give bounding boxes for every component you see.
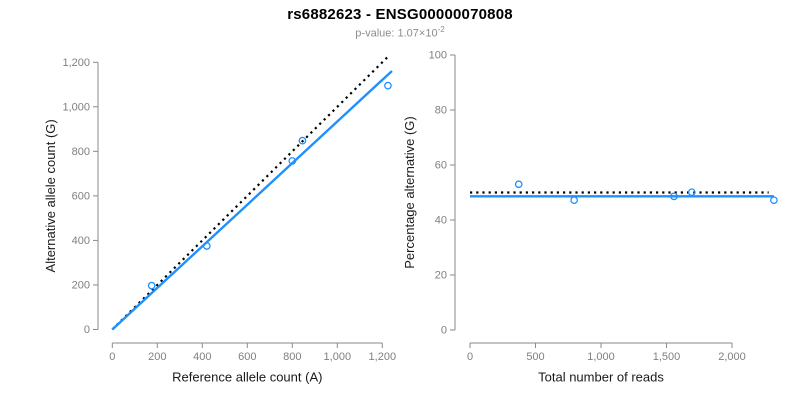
x-axis-title: Reference allele count (A) xyxy=(172,370,322,385)
x-tick-label: 2,000 xyxy=(718,351,746,363)
y-tick-label: 800 xyxy=(72,146,90,158)
y-tick-label: 100 xyxy=(429,50,447,62)
x-tick-label: 600 xyxy=(238,351,256,363)
y-tick-label: 1,000 xyxy=(62,101,90,113)
figure-title: rs6882623 - ENSG00000070808 xyxy=(287,6,513,23)
data-point xyxy=(147,281,156,290)
y-tick-label: 200 xyxy=(72,279,90,291)
percentage-panel: 0 20 40 60 80 100 Percentage alternative (G) 0 5… xyxy=(402,50,778,385)
y-tick-label: 0 xyxy=(441,325,447,337)
x-axis: 0 500 1,000 1,500 2,000 xyxy=(467,342,746,363)
x-tick-label: 400 xyxy=(193,351,211,363)
y-tick-label: 80 xyxy=(435,105,447,117)
data-point xyxy=(570,196,578,205)
data-point xyxy=(384,81,392,90)
x-tick-label: 1,500 xyxy=(653,351,681,363)
data-point xyxy=(202,242,211,250)
y-tick-label: 1,200 xyxy=(62,57,90,69)
y-axis: 0 200 400 600 800 1,000 1,200 xyxy=(62,57,99,336)
data-points xyxy=(147,81,392,290)
allele-counts-panel: 0 200 400 600 800 1,000 1,200 Alternative allel… xyxy=(43,55,397,385)
p-value-base: ×10 xyxy=(418,27,438,40)
y-tick-label: 60 xyxy=(435,160,447,172)
x-tick-label: 0 xyxy=(109,351,115,363)
y-axis: 0 20 40 60 80 100 xyxy=(429,50,456,337)
data-point xyxy=(514,180,523,189)
data-point xyxy=(687,188,696,197)
x-tick-label: 1,000 xyxy=(587,351,615,363)
p-value-text: p-value: 1.07 xyxy=(355,27,419,40)
x-tick-label: 200 xyxy=(148,351,166,363)
p-value-exponent: -2 xyxy=(437,25,445,34)
x-axis: 0 200 400 600 800 1,000 1,200 xyxy=(109,342,397,363)
y-tick-label: 40 xyxy=(435,215,447,227)
y-axis-title: Alternative allele count (G) xyxy=(43,119,58,272)
x-tick-label: 800 xyxy=(283,351,301,363)
y-tick-label: 600 xyxy=(72,190,90,202)
x-tick-label: 1,000 xyxy=(324,351,352,363)
data-point xyxy=(288,157,297,165)
x-axis-title: Total number of reads xyxy=(538,370,664,385)
x-tick-label: 0 xyxy=(467,351,473,363)
x-tick-label: 500 xyxy=(526,351,544,363)
y-tick-label: 400 xyxy=(72,235,90,247)
y-tick-label: 20 xyxy=(435,270,447,282)
identity-line xyxy=(111,55,390,331)
x-tick-label: 1,200 xyxy=(369,351,397,363)
figure-subtitle: p-value: 1.07×10-2 xyxy=(0,25,800,40)
fit-line xyxy=(111,70,393,331)
data-point xyxy=(670,192,678,201)
data-points xyxy=(514,180,778,205)
data-point xyxy=(298,136,307,145)
y-axis-title: Percentage alternative (G) xyxy=(402,116,417,268)
data-point xyxy=(770,196,778,205)
y-tick-label: 0 xyxy=(84,324,90,336)
